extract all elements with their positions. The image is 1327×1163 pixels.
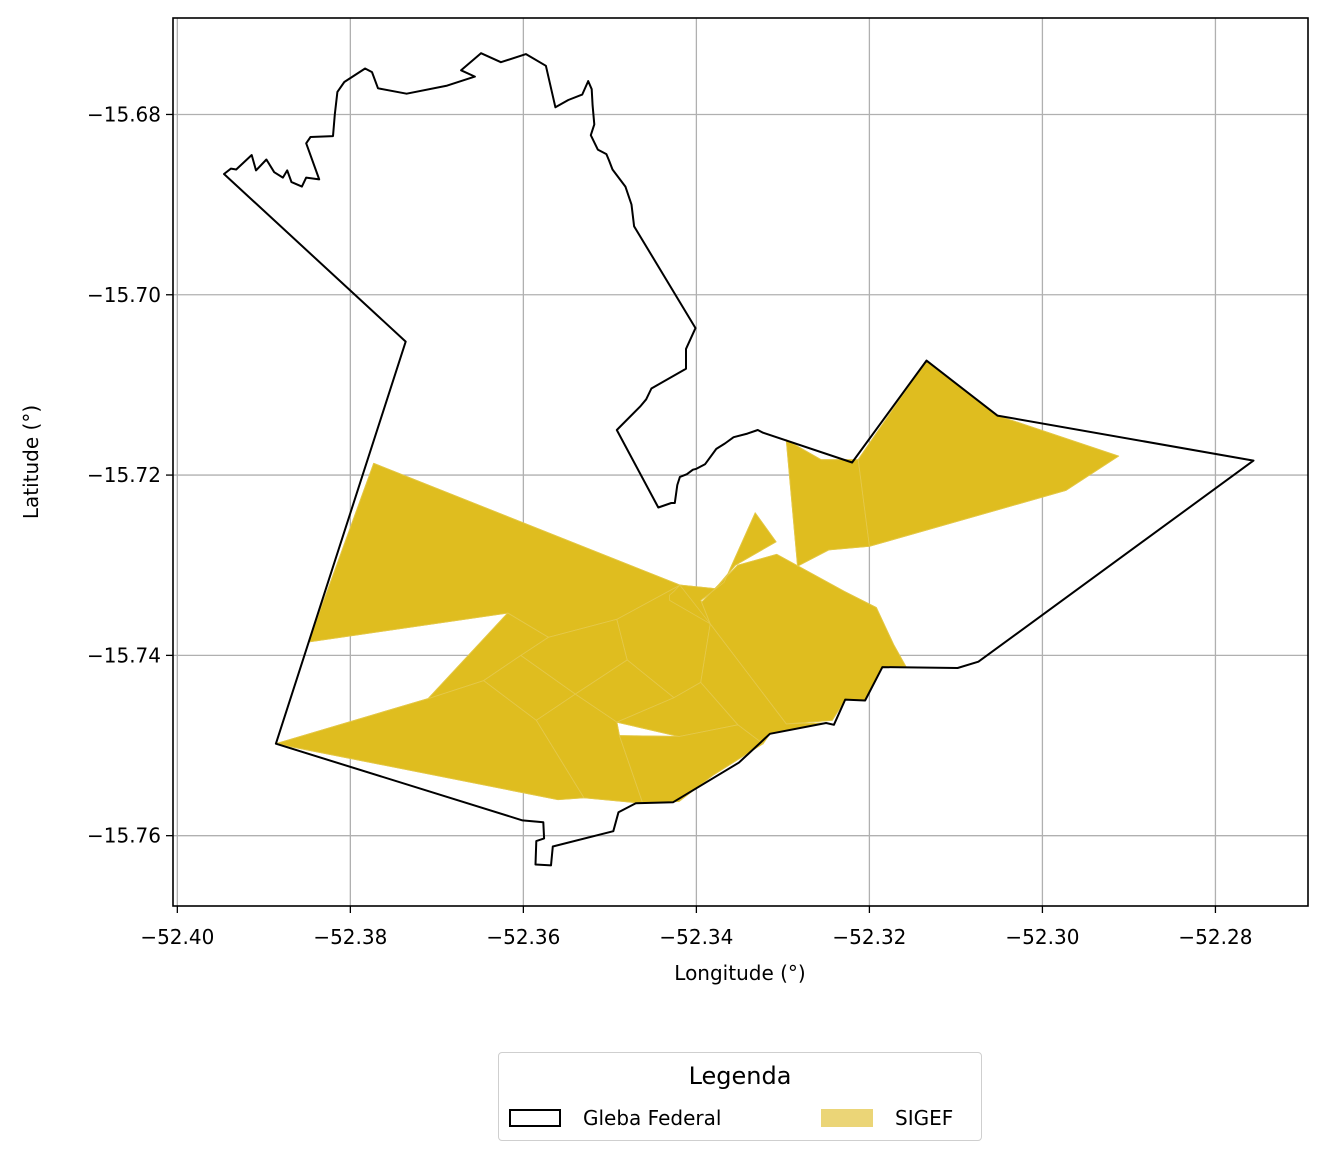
x-tick-label: −52.40 xyxy=(140,925,214,949)
sigef-parcel xyxy=(857,360,1119,547)
sigef-parcel-boundary xyxy=(669,512,777,625)
sigef-parcel-boundary xyxy=(700,622,827,745)
x-axis-label: Longitude (°) xyxy=(674,961,805,985)
legend-title: Legenda xyxy=(688,1062,792,1090)
legend-label-sigef: SIGEF xyxy=(895,1106,954,1130)
y-tick-label: −15.72 xyxy=(87,463,161,487)
sigef-parcels xyxy=(275,360,1120,804)
x-tick-label: −52.30 xyxy=(1005,925,1079,949)
x-tick-label: −52.38 xyxy=(313,925,387,949)
y-tick-label: −15.74 xyxy=(87,643,161,667)
y-tick-label: −15.68 xyxy=(87,102,161,126)
grid xyxy=(173,18,1308,906)
axes-frame xyxy=(172,17,1309,907)
gleba-federal-layer xyxy=(223,52,1255,867)
legend-entry-sigef: SIGEF xyxy=(821,1105,953,1131)
y-axis-label: Latitude (°) xyxy=(19,405,43,519)
legend-entry-gleba: Gleba Federal xyxy=(509,1105,721,1131)
legend-label-gleba: Gleba Federal xyxy=(583,1106,722,1130)
axis-ticks: −52.40 −52.38 −52.36 −52.34 −52.32 −52.30 −52.… xyxy=(87,102,1252,949)
legend: Legenda Gleba Federal SIGEF xyxy=(498,1052,982,1141)
y-tick-label: −15.70 xyxy=(87,283,161,307)
x-tick-label: −52.28 xyxy=(1178,925,1252,949)
gleba-swatch xyxy=(509,1109,561,1127)
x-tick-label: −52.32 xyxy=(832,925,906,949)
gleba-federal-outline xyxy=(223,52,1255,867)
sigef-swatch xyxy=(821,1109,873,1127)
y-tick-label: −15.76 xyxy=(87,824,161,848)
x-tick-label: −52.34 xyxy=(659,925,733,949)
x-tick-label: −52.36 xyxy=(486,925,560,949)
